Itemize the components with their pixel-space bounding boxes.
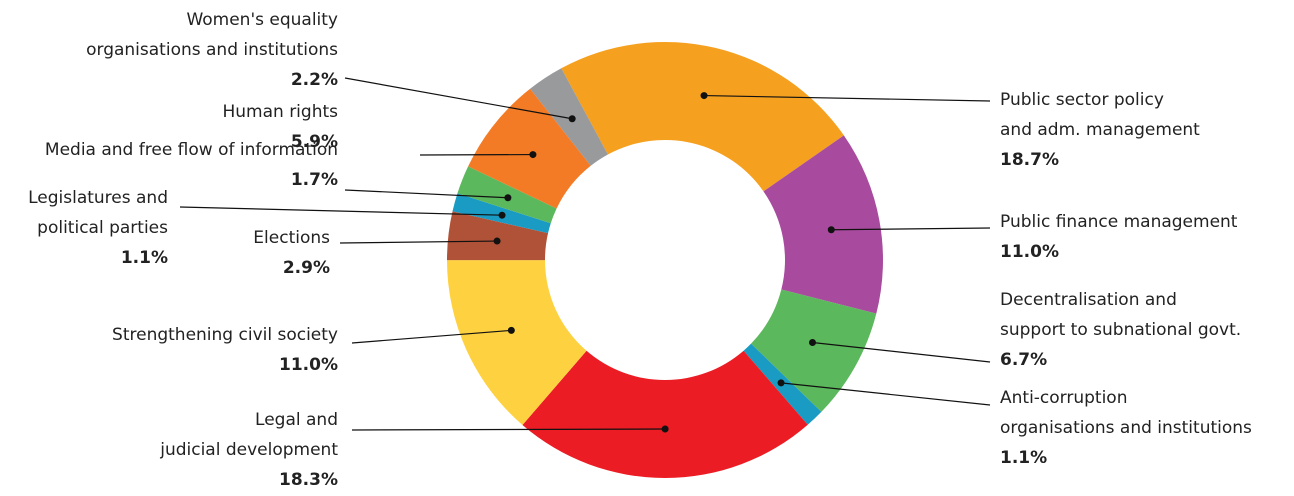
- segment-label: Elections: [253, 228, 330, 248]
- value-label: 2.9%: [283, 258, 330, 278]
- donut-segment: [447, 260, 587, 425]
- leader-dot: [777, 379, 785, 387]
- leader-line: [780, 382, 991, 406]
- donut-segment: [522, 350, 808, 478]
- segment-label: Legislatures and: [28, 188, 168, 208]
- leader-dot: [700, 92, 708, 100]
- value-label: 11.0%: [1000, 242, 1059, 262]
- segment-label: Strengthening civil society: [112, 325, 338, 345]
- value-label: 1.1%: [1000, 448, 1047, 468]
- leader-line: [704, 94, 991, 102]
- segment-label: Public sector policy: [1000, 90, 1164, 110]
- value-label: 5.9%: [291, 132, 338, 152]
- donut-segment: [530, 68, 608, 166]
- leader-line: [344, 77, 573, 120]
- value-label: 18.3%: [279, 470, 338, 490]
- segment-label: Decentralisation and: [1000, 290, 1177, 310]
- donut-segment: [447, 211, 549, 261]
- value-label: 2.2%: [291, 70, 338, 90]
- donut-segment: [751, 289, 877, 412]
- value-label: 1.1%: [121, 248, 168, 268]
- leader-line: [179, 206, 503, 216]
- segment-label: organisations and institutions: [1000, 418, 1252, 438]
- segment-label: Human rights: [222, 102, 338, 122]
- donut-segment: [763, 135, 884, 314]
- segment-label: Legal and: [255, 410, 338, 430]
- leader-line: [351, 329, 512, 344]
- segment-label: support to subnational govt.: [1000, 320, 1241, 340]
- leader-line: [344, 189, 508, 199]
- leader-dot: [661, 425, 669, 433]
- segment-label: political parties: [37, 218, 168, 238]
- segment-label: Public finance management: [1000, 212, 1238, 232]
- leader-dot: [493, 237, 501, 245]
- leader-dot: [498, 211, 506, 219]
- segment-label: Women's equality: [186, 10, 338, 30]
- segment-label: Anti-corruption: [1000, 388, 1127, 408]
- leader-dot: [504, 194, 512, 202]
- segment-label: Media and free flow of information: [45, 140, 338, 160]
- leader-dot: [507, 326, 515, 334]
- leader-line: [351, 428, 666, 431]
- value-label: 6.7%: [1000, 350, 1047, 370]
- segment-label: judicial development: [159, 440, 338, 460]
- value-label: 18.7%: [1000, 150, 1059, 170]
- leader-line: [831, 227, 991, 231]
- value-label: 11.0%: [279, 355, 338, 375]
- leader-dot: [808, 338, 816, 346]
- donut-segment: [561, 41, 844, 192]
- leader-dot: [529, 151, 537, 159]
- donut-segment: [468, 88, 591, 209]
- leader-line: [339, 240, 498, 244]
- leader-dot: [827, 226, 835, 234]
- value-label: 1.7%: [291, 170, 338, 190]
- segment-label: organisations and institutions: [86, 40, 338, 60]
- leader-dot: [568, 115, 576, 123]
- segment-label: and adm. management: [1000, 120, 1200, 140]
- leader-line: [812, 341, 991, 363]
